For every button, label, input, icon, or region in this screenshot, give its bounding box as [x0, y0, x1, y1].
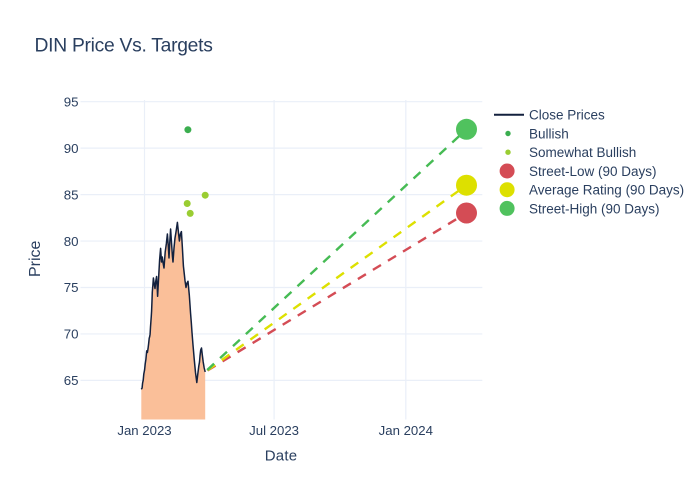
- svg-text:Jul 2023: Jul 2023: [249, 423, 299, 438]
- svg-text:80: 80: [64, 234, 79, 249]
- svg-text:Date: Date: [265, 448, 298, 465]
- svg-text:Price: Price: [27, 240, 44, 277]
- svg-text:Jan 2023: Jan 2023: [117, 423, 171, 438]
- svg-text:65: 65: [64, 373, 79, 388]
- svg-text:85: 85: [64, 187, 79, 202]
- svg-text:Street-Low (90 Days): Street-Low (90 Days): [529, 164, 657, 179]
- svg-text:70: 70: [64, 327, 79, 342]
- svg-text:DIN Price Vs. Targets: DIN Price Vs. Targets: [35, 36, 213, 57]
- svg-text:75: 75: [64, 280, 79, 295]
- svg-text:Jan 2024: Jan 2024: [379, 423, 433, 438]
- svg-text:Somewhat Bullish: Somewhat Bullish: [529, 145, 636, 160]
- svg-text:95: 95: [64, 94, 79, 109]
- svg-text:Street-High (90 Days): Street-High (90 Days): [529, 201, 660, 216]
- svg-text:Close Prices: Close Prices: [529, 108, 605, 123]
- svg-text:Bullish: Bullish: [529, 126, 569, 141]
- svg-text:90: 90: [64, 141, 79, 156]
- svg-text:Average Rating (90 Days): Average Rating (90 Days): [529, 183, 684, 198]
